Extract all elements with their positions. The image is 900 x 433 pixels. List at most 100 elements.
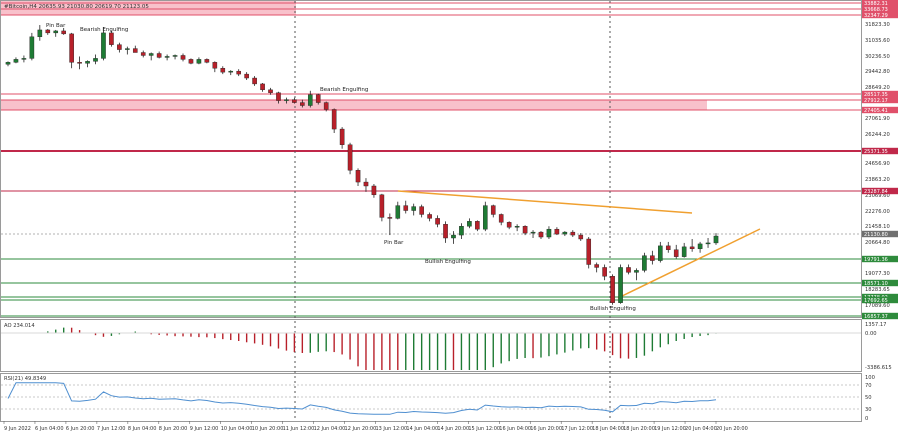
bear-candle bbox=[331, 109, 337, 130]
time-tick: 18 Jun 20:00 bbox=[623, 426, 655, 432]
bull-candle bbox=[53, 30, 59, 34]
bear-candle bbox=[586, 238, 592, 265]
price-tick: 24656.90 bbox=[865, 161, 890, 167]
bull-candle bbox=[85, 61, 90, 64]
bear-candle bbox=[117, 44, 122, 50]
bear-candle bbox=[665, 245, 671, 250]
level-price-tag-text: 18571.10 bbox=[864, 281, 888, 287]
level-price-tag-text: 33882.31 bbox=[864, 1, 888, 7]
ao-histogram bbox=[47, 327, 717, 370]
price-tick: 31035.60 bbox=[865, 38, 890, 44]
bull-candle bbox=[21, 58, 27, 60]
bull-candle bbox=[618, 267, 623, 303]
price-tick: 23069.60 bbox=[865, 193, 890, 199]
bear-candle bbox=[212, 62, 218, 69]
level-price-tag bbox=[862, 90, 898, 98]
bear-candle bbox=[626, 267, 631, 273]
bull-candle bbox=[29, 36, 35, 59]
time-tick: 11 Jun 12:00 bbox=[283, 426, 315, 432]
bear-candle bbox=[435, 218, 440, 225]
bull-candle bbox=[546, 228, 552, 238]
time-axis: 9 Jun 2022 6 Jun 04:00 6 Jun 20:00 7 Jun 12… bbox=[3, 421, 748, 432]
rsi-tick: 70 bbox=[865, 383, 872, 389]
time-tick: 9 Jun 12:00 bbox=[190, 426, 219, 432]
level-price-tag-text: 16857.37 bbox=[864, 314, 888, 320]
symbol-header: #Bitcoin,H4 20635.93 21030.80 20619.70 2… bbox=[4, 4, 149, 10]
descending-trendline bbox=[397, 190, 693, 214]
price-tick: 29442.80 bbox=[865, 69, 890, 75]
ao-panel[interactable] bbox=[0, 319, 862, 372]
level-price-tag bbox=[862, 296, 898, 304]
bear-candle bbox=[236, 70, 241, 75]
ao-tick: -3386.615 bbox=[865, 365, 892, 371]
time-tick: 20 Jun 04:00 bbox=[685, 426, 717, 432]
bear-candle bbox=[276, 92, 281, 101]
bear-candle bbox=[300, 102, 305, 106]
bear-candle bbox=[188, 59, 194, 64]
time-tick: 9 Jun 2022 bbox=[4, 426, 31, 432]
bear-candle bbox=[570, 231, 576, 236]
time-tick: 18 Jun 04:00 bbox=[592, 426, 624, 432]
bull-candle bbox=[395, 205, 401, 219]
bull-candle bbox=[459, 226, 464, 236]
bear-candle bbox=[371, 185, 377, 196]
rsi-line bbox=[7, 382, 717, 415]
level-price-tag bbox=[862, 187, 898, 195]
bear-candle bbox=[77, 62, 82, 64]
annotation-pin-bar: Pin Bar bbox=[384, 240, 404, 246]
bull-candle bbox=[483, 205, 488, 230]
level-price-tag-text: 19791.36 bbox=[864, 257, 888, 263]
bear-candle bbox=[650, 255, 655, 261]
bear-candle bbox=[156, 53, 162, 58]
main-price-panel[interactable] bbox=[0, 0, 862, 318]
time-tick: 17 Jun 12:00 bbox=[561, 426, 593, 432]
annotation-pin-bar: Pin Bar bbox=[46, 23, 66, 29]
level-price-tag-text: 33668.73 bbox=[864, 7, 888, 13]
bull-candle bbox=[228, 70, 234, 73]
price-tick: 31823.30 bbox=[865, 22, 890, 28]
time-tick: 20 Jun 20:00 bbox=[716, 426, 748, 432]
bull-candle bbox=[562, 231, 568, 235]
bear-candle bbox=[443, 224, 448, 239]
bear-candle bbox=[538, 231, 544, 238]
bull-candle bbox=[530, 231, 536, 234]
bear-candle bbox=[268, 89, 273, 93]
bull-candle bbox=[125, 48, 130, 50]
price-tick: 17089.60 bbox=[865, 303, 890, 309]
level-price-tag bbox=[862, 312, 898, 320]
bear-candle bbox=[578, 234, 584, 240]
bear-candle bbox=[180, 55, 186, 60]
price-tick: 26244.20 bbox=[865, 132, 890, 138]
bull-candle bbox=[284, 99, 289, 101]
bear-candle bbox=[522, 226, 528, 234]
ao-tick: 0.00 bbox=[865, 331, 877, 337]
bear-candle bbox=[490, 205, 496, 215]
level-price-tag bbox=[862, 5, 898, 13]
level-price-tag bbox=[862, 0, 898, 7]
level-price-tag bbox=[862, 96, 898, 104]
time-tick: 13 Jun 12:00 bbox=[375, 426, 407, 432]
bull-candle bbox=[681, 246, 687, 257]
bear-candle bbox=[260, 83, 265, 91]
level-price-tag bbox=[862, 106, 898, 114]
bear-candle bbox=[61, 30, 66, 35]
level-price-tag-text: 28517.35 bbox=[864, 92, 888, 98]
rsi-tick: 0 bbox=[865, 416, 868, 422]
bear-candle bbox=[315, 94, 321, 103]
bear-candle bbox=[419, 206, 424, 215]
level-price-tag-text: 27912.17 bbox=[864, 98, 888, 104]
annotation-bullish-engulfing: Bullish Engulfing bbox=[590, 306, 636, 312]
annotation-bullish-engulfing: Bullish Engulfing bbox=[425, 259, 471, 265]
bull-candle bbox=[101, 32, 106, 59]
bear-candle bbox=[292, 99, 297, 103]
resistance-zone-mid bbox=[1, 100, 707, 110]
ascending-trendline bbox=[617, 228, 761, 299]
time-tick: 12 Jun 04:00 bbox=[314, 426, 346, 432]
bull-candle bbox=[705, 242, 711, 245]
annotation-bearish-engulfing: Bearish Engulfing bbox=[80, 27, 128, 33]
bear-candle bbox=[689, 246, 695, 250]
level-price-tag-text: 23287.84 bbox=[864, 189, 888, 195]
bear-candle bbox=[45, 29, 51, 34]
